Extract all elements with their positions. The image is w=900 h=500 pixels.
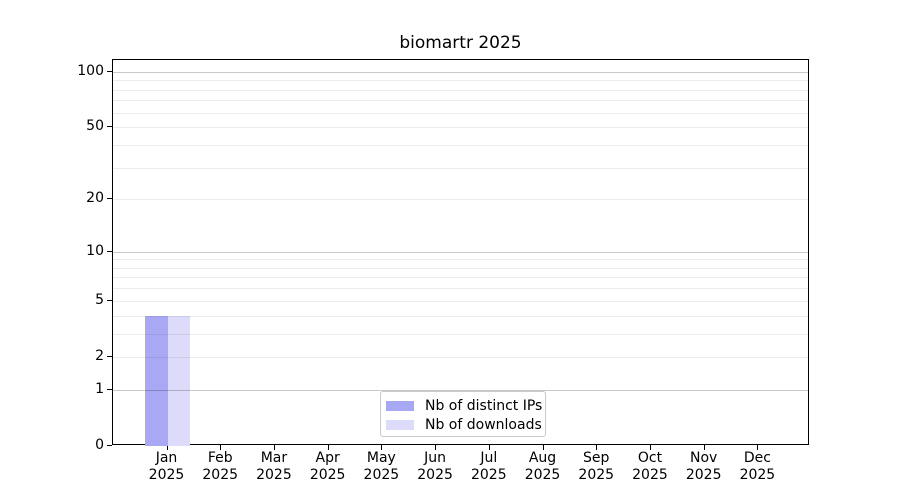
x-tick-label: Jul 2025 [457, 450, 521, 484]
x-tick-label: Dec 2025 [725, 450, 789, 484]
x-tick-year: 2025 [524, 467, 561, 483]
gridline-minor [113, 259, 808, 261]
gridline-minor [113, 356, 808, 358]
x-tick-month: Jul [480, 450, 498, 466]
y-tick-label: 1 [95, 380, 104, 397]
chart-title: biomartr 2025 [399, 33, 522, 53]
x-tick-year: 2025 [363, 467, 400, 483]
gridline-major [113, 251, 808, 253]
gridline-minor [113, 100, 808, 102]
legend-swatch-distinct-ips-icon [386, 400, 414, 411]
y-tick [107, 445, 112, 446]
gridline-minor [113, 267, 808, 269]
y-tick [107, 388, 112, 390]
legend-label-downloads: Nb of downloads [425, 416, 542, 433]
x-tick [488, 445, 490, 450]
x-tick-month: Sep [583, 450, 610, 466]
x-tick-month: Aug [528, 450, 557, 466]
x-tick-label: Nov 2025 [672, 450, 736, 484]
x-tick [220, 445, 222, 450]
x-tick-month: May [366, 450, 396, 466]
legend-item-downloads: Nb of downloads [386, 415, 545, 434]
gridline-minor [113, 333, 808, 335]
x-tick-year: 2025 [470, 467, 507, 483]
x-tick-year: 2025 [256, 467, 292, 483]
y-tick [107, 250, 112, 252]
x-tick-month: Oct [637, 450, 663, 466]
x-tick [435, 445, 437, 450]
x-tick-year: 2025 [632, 467, 668, 483]
x-tick-label: Mar 2025 [242, 450, 306, 484]
y-tick [107, 198, 112, 200]
x-tick-label: Jun 2025 [403, 450, 467, 484]
gridline-minor [113, 300, 808, 302]
legend-item-distinct-ips: Nb of distinct IPs [386, 396, 545, 415]
x-tick [166, 445, 168, 450]
y-tick-label: 100 [77, 62, 104, 79]
y-tick-label: 20 [86, 190, 104, 207]
x-tick-month: Nov [690, 450, 718, 466]
gridline-minor [113, 167, 808, 169]
x-tick-year: 2025 [148, 467, 185, 483]
plot-area: Nb of distinct IPs Nb of downloads [112, 59, 809, 446]
gridline-minor [113, 80, 808, 82]
y-tick [107, 126, 112, 128]
x-tick [542, 445, 544, 450]
x-tick [703, 445, 705, 450]
y-tick [107, 70, 112, 72]
x-tick-year: 2025 [578, 467, 615, 483]
x-tick-label: Jan 2025 [135, 450, 199, 484]
x-tick-year: 2025 [685, 467, 722, 483]
gridline-minor [113, 144, 808, 146]
y-tick-label: 5 [95, 291, 104, 308]
x-tick-year: 2025 [202, 467, 239, 483]
x-tick-label: Aug 2025 [511, 450, 575, 484]
gridline-major [113, 71, 808, 73]
y-tick [107, 299, 112, 301]
y-tick [107, 355, 112, 357]
x-tick-label: Oct 2025 [618, 450, 682, 484]
legend-label-distinct-ips: Nb of distinct IPs [425, 397, 543, 414]
gridline-major [113, 389, 808, 391]
x-tick-month: Dec [743, 450, 771, 466]
gridline-minor [113, 89, 808, 91]
x-tick-month: Apr [315, 450, 340, 466]
gridline-minor [113, 112, 808, 114]
bar-downloads [167, 315, 190, 446]
y-tick-label: 2 [95, 347, 104, 364]
x-tick-year: 2025 [309, 467, 346, 483]
gridline-minor [113, 277, 808, 279]
gridline-minor [113, 288, 808, 290]
x-tick-year: 2025 [417, 467, 453, 483]
legend: Nb of distinct IPs Nb of downloads [380, 391, 546, 437]
gridline-minor [113, 127, 808, 129]
x-tick [381, 445, 383, 450]
x-tick [596, 445, 598, 450]
x-tick-label: Apr 2025 [296, 450, 360, 484]
gridline-minor [113, 199, 808, 201]
x-tick-month: Feb [207, 450, 233, 466]
x-tick-label: Feb 2025 [188, 450, 252, 484]
legend-swatch-downloads-icon [386, 419, 414, 430]
x-tick [273, 445, 275, 450]
x-tick-year: 2025 [739, 467, 776, 483]
x-tick-month: Jun [424, 450, 447, 466]
x-tick [757, 445, 759, 450]
gridline-minor [113, 315, 808, 317]
x-tick [327, 445, 329, 450]
x-tick-month: Mar [260, 450, 288, 466]
x-tick-label: May 2025 [349, 450, 413, 484]
bar-distinct-ips [145, 315, 168, 446]
x-tick-label: Sep 2025 [564, 450, 628, 484]
y-tick-label: 0 [95, 437, 104, 453]
x-tick [649, 445, 651, 450]
y-tick-label: 10 [86, 242, 104, 259]
y-tick-label: 50 [86, 118, 104, 135]
x-tick-month: Jan [155, 450, 178, 466]
